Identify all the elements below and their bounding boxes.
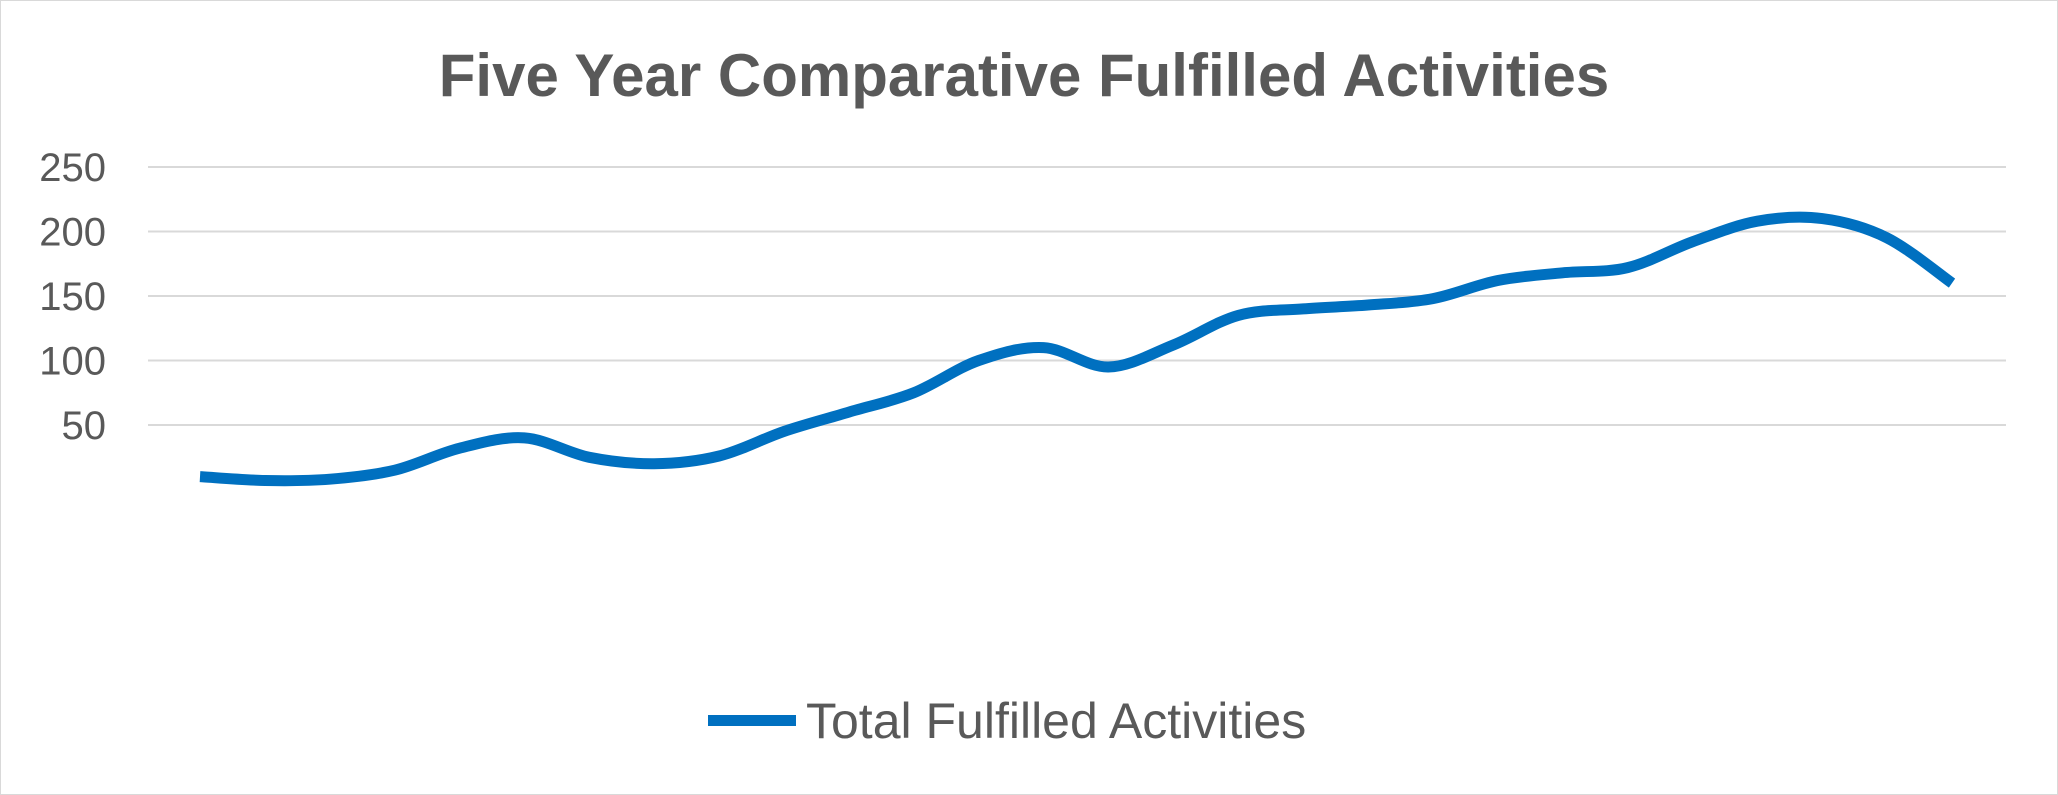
y-tick-label: 200 xyxy=(39,211,106,255)
data-point xyxy=(1302,308,1304,310)
data-point xyxy=(1367,304,1369,306)
data-point xyxy=(1043,347,1045,349)
data-point xyxy=(1756,220,1758,222)
data-point xyxy=(394,469,396,471)
data-point xyxy=(1497,280,1499,282)
data-point xyxy=(1951,282,1953,284)
legend-swatch xyxy=(708,715,796,726)
data-point xyxy=(1691,241,1693,243)
data-point xyxy=(783,430,785,432)
data-point xyxy=(1627,267,1629,269)
data-point xyxy=(1432,298,1434,300)
data-point xyxy=(588,456,590,458)
chart-title: Five Year Comparative Fulfilled Activiti… xyxy=(439,42,1609,109)
data-point xyxy=(1821,218,1823,220)
data-point xyxy=(848,411,850,413)
data-point xyxy=(1172,344,1174,346)
data-point xyxy=(523,437,525,439)
data-point xyxy=(329,478,331,480)
y-tick-label: 50 xyxy=(62,404,107,448)
data-point xyxy=(653,463,655,465)
data-point xyxy=(199,476,201,478)
data-point xyxy=(1886,237,1888,239)
grid-lines xyxy=(148,166,2006,426)
data-point xyxy=(264,479,266,481)
data-point xyxy=(913,392,915,394)
y-tick-label: 100 xyxy=(39,340,106,384)
y-tick-label: 150 xyxy=(39,275,106,319)
data-point xyxy=(978,360,980,362)
data-point xyxy=(718,455,720,457)
y-tick-label: 250 xyxy=(39,146,106,190)
data-point xyxy=(459,447,461,449)
series-line-0 xyxy=(199,211,1956,487)
data-point xyxy=(1107,366,1109,368)
legend: Total Fulfilled Activities xyxy=(708,693,1306,749)
legend-label: Total Fulfilled Activities xyxy=(806,693,1306,749)
data-point xyxy=(1237,314,1239,316)
y-axis-ticks: 50 100 150 200 250 xyxy=(39,146,106,448)
data-point xyxy=(1562,272,1564,274)
series-group xyxy=(199,211,1956,487)
